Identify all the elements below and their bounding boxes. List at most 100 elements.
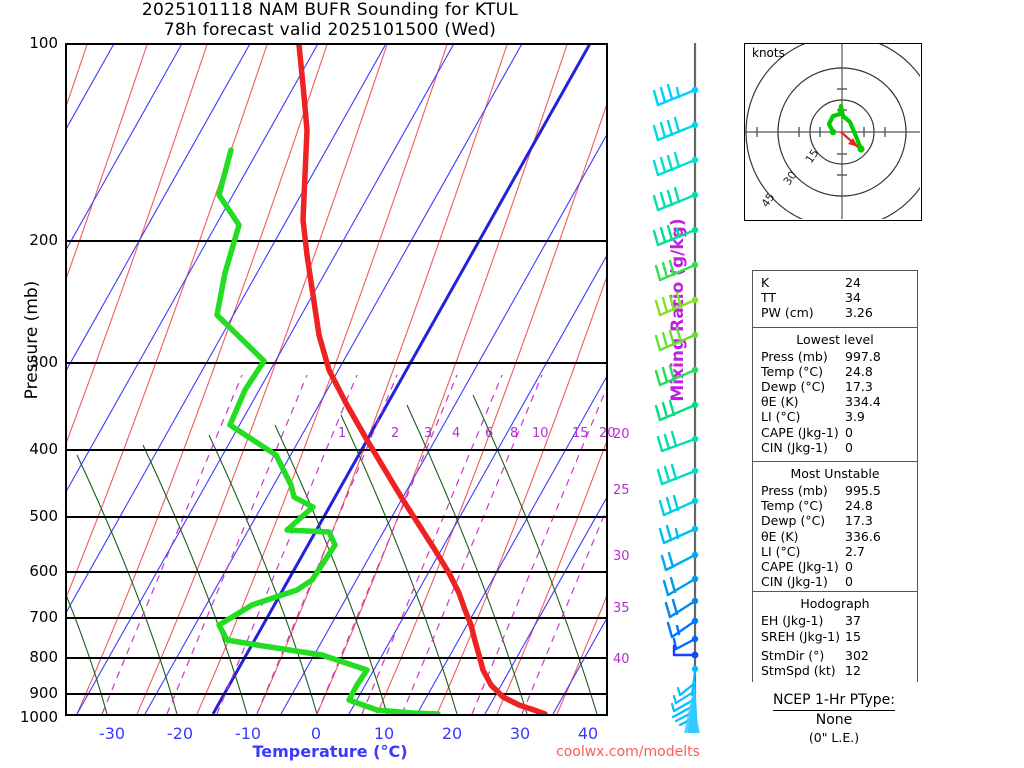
hodograph-svg: 15 30 45	[745, 44, 921, 220]
pressure-tick-500: 500	[29, 507, 58, 525]
mr-line-label-1: 1	[338, 426, 347, 441]
title-line-2: 78h forecast valid 2025101500 (Wed)	[163, 20, 497, 40]
temp-tick--10: -10	[234, 724, 262, 743]
stat-row-press: Press (mb) 995.5	[753, 483, 917, 498]
stat-value: 17.3	[845, 379, 873, 395]
stat-value: 0	[845, 574, 853, 590]
chart-title: 2025101118 NAM BUFR Sounding for KTUL 78…	[0, 0, 660, 40]
pressure-tick-200: 200	[29, 231, 58, 249]
stat-key: StmSpd (kt)	[761, 663, 836, 679]
stat-key: CAPE (Jkg-1)	[761, 559, 839, 575]
pressure-tick-800: 800	[29, 648, 58, 666]
hodograph-units-label: knots	[752, 46, 785, 60]
stat-key: CIN (Jkg-1)	[761, 574, 828, 590]
hodograph-ring-labels: 15 30 45	[759, 147, 822, 210]
ptype-panel: NCEP 1-Hr PType: None (0" L.E.)	[744, 692, 924, 745]
stat-key: LI (°C)	[761, 543, 801, 559]
stat-key: Press (mb)	[761, 483, 828, 499]
wind-barb-column	[640, 43, 730, 733]
watermark: coolwx.com/modelts	[556, 744, 700, 760]
mr-line-label-15: 15	[572, 426, 589, 441]
stat-value: 0	[845, 559, 853, 575]
stat-key: Temp (°C)	[761, 363, 824, 379]
skewt-plot[interactable]	[65, 43, 608, 716]
stat-row-press: Press (mb) 997.8	[753, 349, 917, 364]
stat-value: 15	[845, 628, 861, 644]
stat-row-pw: PW (cm) 3.26	[753, 305, 917, 320]
stat-value: 24.8	[845, 363, 873, 379]
stat-key: SREH (Jkg-1)	[761, 628, 840, 644]
skewt-svg	[67, 45, 606, 714]
stat-row-temp: Temp (°C) 24.8	[753, 364, 917, 379]
stat-key: Dewp (°C)	[761, 379, 826, 395]
stat-value: 302	[845, 647, 869, 663]
dewpoint-curve	[214, 147, 441, 714]
stat-value: 24	[845, 275, 861, 290]
mr-line-label-3: 3	[424, 426, 433, 441]
pressure-tick-1000: 1000	[19, 708, 58, 726]
lowest-level-section: Lowest level Press (mb) 997.8 Temp (°C) …	[753, 326, 917, 459]
stat-row-li: LI (°C) 2.7	[753, 544, 917, 559]
mr-line-label-20: 20	[599, 426, 616, 441]
pressure-axis-title: Pressure (mb)	[22, 280, 42, 400]
pressure-tick-600: 600	[29, 562, 58, 580]
stat-key: CAPE (Jkg-1)	[761, 424, 839, 440]
stat-row-li: LI (°C) 3.9	[753, 409, 917, 424]
temp-tick-40: 40	[577, 724, 599, 743]
hodograph-panel[interactable]: 15 30 45	[744, 43, 922, 221]
mr-line-label-6: 6	[485, 426, 494, 441]
stat-row-temp: Temp (°C) 24.8	[753, 498, 917, 513]
pressure-tick-700: 700	[29, 608, 58, 626]
stat-value: 24.8	[845, 498, 873, 514]
stat-value: 336.6	[845, 528, 881, 544]
svg-text:45: 45	[759, 191, 778, 210]
stat-value: 334.4	[845, 394, 881, 410]
temperature-curve	[296, 45, 548, 714]
hodograph-startpoint	[829, 128, 837, 136]
hodograph-stats-section: Hodograph EH (Jkg-1) 37 SREH (Jkg-1) 15 …	[753, 591, 917, 682]
pressure-tick-400: 400	[29, 440, 58, 458]
ptype-liquid-equivalent: (0" L.E.)	[808, 730, 860, 745]
mr-line-label-10: 10	[532, 426, 549, 441]
temperature-axis-title: Temperature (°C)	[252, 742, 408, 761]
mr-line-label-8: 8	[510, 426, 519, 441]
stat-key: TT	[761, 290, 777, 306]
mr-line-label-4: 4	[452, 426, 461, 441]
pressure-tick-100: 100	[29, 34, 58, 52]
stat-key: θE (K)	[761, 394, 799, 410]
stat-key: CIN (Jkg-1)	[761, 439, 828, 455]
temp-tick-30: 30	[509, 724, 531, 743]
stat-key: Dewp (°C)	[761, 513, 826, 529]
ptype-header: NCEP 1-Hr PType:	[773, 692, 895, 711]
temp-tick--30: -30	[98, 724, 126, 743]
stat-row-cin: CIN (Jkg-1) 0	[753, 574, 917, 589]
temp-tick-10: 10	[373, 724, 395, 743]
stat-key: θE (K)	[761, 528, 799, 544]
svg-text:30: 30	[781, 169, 800, 188]
mr-axis-tick-20: 20	[613, 427, 630, 442]
temp-tick-0: 0	[310, 724, 322, 743]
mr-axis-tick-25: 25	[613, 483, 630, 498]
title-line-1: 2025101118 NAM BUFR Sounding for KTUL	[141, 0, 519, 20]
isotherm-zero	[211, 45, 591, 714]
stat-value: 37	[845, 613, 861, 629]
stat-row-dewp: Dewp (°C) 17.3	[753, 513, 917, 528]
storm-motion-arrow	[840, 131, 859, 148]
hodograph-stats-heading: Hodograph	[800, 596, 870, 612]
stat-value: 995.5	[845, 483, 881, 499]
stat-value: 0	[845, 439, 853, 455]
stat-value: 0	[845, 424, 853, 440]
stat-key: StmDir (°)	[761, 647, 825, 663]
stat-value: 12	[845, 663, 861, 679]
most-unstable-section: Most Unstable Press (mb) 995.5 Temp (°C)…	[753, 461, 917, 589]
stat-key: Press (mb)	[761, 348, 828, 364]
stat-row-tt: TT 34	[753, 290, 917, 305]
mr-axis-tick-40: 40	[613, 652, 630, 667]
stat-row-sreh: SREH (Jkg-1) 15	[753, 629, 917, 644]
stat-value: 2.7	[845, 543, 865, 559]
stat-row-stmdir: StmDir (°) 302	[753, 648, 917, 663]
lowest-level-heading: Lowest level	[796, 331, 874, 347]
stat-value: 3.9	[845, 409, 865, 425]
stat-key: Temp (°C)	[761, 498, 824, 514]
hodograph-trace	[826, 103, 864, 152]
